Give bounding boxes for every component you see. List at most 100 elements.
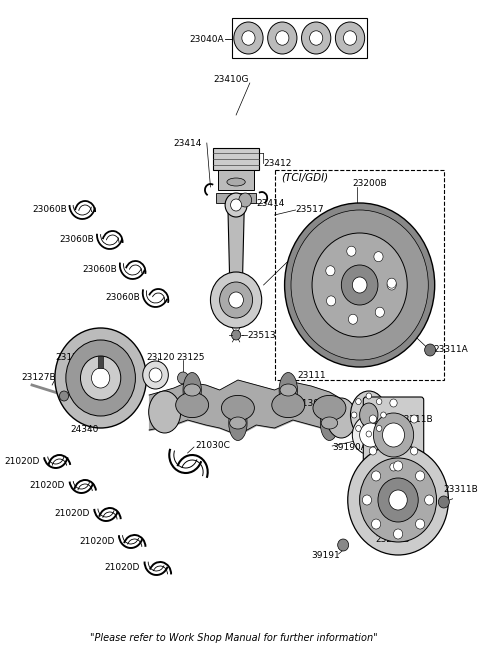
Circle shape bbox=[326, 266, 335, 276]
Circle shape bbox=[231, 330, 240, 340]
Text: 23226B: 23226B bbox=[375, 535, 410, 545]
Circle shape bbox=[373, 413, 414, 457]
Text: 23200B: 23200B bbox=[352, 179, 387, 189]
Ellipse shape bbox=[149, 391, 180, 433]
Circle shape bbox=[369, 447, 377, 455]
Text: 23120: 23120 bbox=[146, 353, 175, 361]
Ellipse shape bbox=[279, 373, 298, 407]
Polygon shape bbox=[228, 205, 244, 280]
Circle shape bbox=[341, 265, 378, 305]
Text: 23412: 23412 bbox=[264, 158, 292, 168]
Text: 21020D: 21020D bbox=[30, 482, 65, 491]
Circle shape bbox=[376, 426, 382, 432]
Circle shape bbox=[276, 31, 289, 45]
Ellipse shape bbox=[221, 396, 254, 420]
Text: 23311B: 23311B bbox=[444, 486, 479, 495]
Text: 23060B: 23060B bbox=[83, 265, 117, 275]
Bar bbox=[275, 170, 444, 380]
Text: 23513: 23513 bbox=[247, 330, 276, 340]
Bar bbox=[98, 356, 103, 368]
Circle shape bbox=[92, 368, 110, 388]
Circle shape bbox=[389, 490, 407, 510]
Circle shape bbox=[394, 461, 403, 471]
Text: 23414: 23414 bbox=[256, 198, 285, 208]
Circle shape bbox=[390, 463, 397, 471]
Circle shape bbox=[234, 22, 263, 54]
Ellipse shape bbox=[183, 373, 201, 407]
Circle shape bbox=[220, 282, 252, 318]
Text: (TCI/GDI): (TCI/GDI) bbox=[281, 173, 328, 183]
Text: 23510: 23510 bbox=[305, 240, 333, 250]
Text: 21020D: 21020D bbox=[4, 457, 39, 466]
Ellipse shape bbox=[360, 403, 378, 427]
Text: 23211B: 23211B bbox=[398, 415, 432, 424]
Circle shape bbox=[394, 529, 403, 539]
Text: 23124B: 23124B bbox=[55, 353, 89, 363]
Circle shape bbox=[366, 431, 372, 437]
Circle shape bbox=[347, 246, 356, 256]
Circle shape bbox=[312, 233, 407, 337]
Bar bbox=[216, 193, 256, 203]
Bar bbox=[231, 18, 367, 58]
Circle shape bbox=[242, 31, 255, 45]
Text: 21020D: 21020D bbox=[79, 537, 114, 545]
Circle shape bbox=[337, 539, 348, 551]
Circle shape bbox=[356, 426, 361, 432]
Circle shape bbox=[366, 393, 372, 399]
Circle shape bbox=[326, 296, 336, 306]
Circle shape bbox=[369, 415, 377, 423]
Circle shape bbox=[390, 399, 397, 407]
Text: 21020D: 21020D bbox=[105, 564, 140, 572]
Circle shape bbox=[239, 193, 252, 207]
Text: 23040A: 23040A bbox=[190, 35, 224, 43]
Circle shape bbox=[66, 340, 135, 416]
Circle shape bbox=[149, 368, 162, 382]
Ellipse shape bbox=[320, 405, 338, 440]
Text: 11304B: 11304B bbox=[298, 399, 332, 407]
Circle shape bbox=[210, 272, 262, 328]
Circle shape bbox=[410, 415, 418, 423]
Circle shape bbox=[378, 478, 418, 522]
Circle shape bbox=[348, 314, 358, 325]
Circle shape bbox=[416, 471, 425, 481]
Circle shape bbox=[225, 193, 247, 217]
Ellipse shape bbox=[184, 384, 200, 396]
Ellipse shape bbox=[229, 405, 247, 440]
Text: 23125: 23125 bbox=[177, 353, 205, 363]
Circle shape bbox=[352, 277, 367, 293]
Text: 23414: 23414 bbox=[174, 139, 202, 148]
Circle shape bbox=[268, 22, 297, 54]
Circle shape bbox=[291, 210, 428, 360]
Circle shape bbox=[410, 447, 418, 455]
Text: 23060B: 23060B bbox=[105, 294, 140, 302]
Circle shape bbox=[143, 361, 168, 389]
Circle shape bbox=[336, 22, 365, 54]
Ellipse shape bbox=[321, 417, 337, 429]
Circle shape bbox=[360, 423, 382, 447]
Circle shape bbox=[60, 391, 69, 401]
Circle shape bbox=[344, 31, 357, 45]
Circle shape bbox=[375, 307, 384, 317]
Text: 24340: 24340 bbox=[71, 426, 99, 434]
Circle shape bbox=[425, 344, 436, 356]
Circle shape bbox=[387, 278, 396, 288]
Circle shape bbox=[351, 412, 357, 418]
Text: 23111: 23111 bbox=[298, 371, 326, 380]
Circle shape bbox=[178, 372, 189, 384]
Circle shape bbox=[372, 471, 381, 481]
Circle shape bbox=[356, 399, 361, 405]
Ellipse shape bbox=[313, 396, 346, 420]
Ellipse shape bbox=[227, 178, 245, 186]
Ellipse shape bbox=[229, 417, 246, 429]
Text: 23410G: 23410G bbox=[213, 76, 249, 85]
Circle shape bbox=[285, 203, 435, 367]
Bar bbox=[213, 148, 259, 170]
Text: 39190A: 39190A bbox=[332, 443, 367, 453]
Circle shape bbox=[230, 199, 241, 211]
Circle shape bbox=[383, 423, 405, 447]
Circle shape bbox=[362, 495, 372, 505]
Bar bbox=[218, 170, 254, 190]
Ellipse shape bbox=[272, 392, 305, 418]
Circle shape bbox=[376, 399, 382, 405]
Circle shape bbox=[229, 292, 243, 308]
